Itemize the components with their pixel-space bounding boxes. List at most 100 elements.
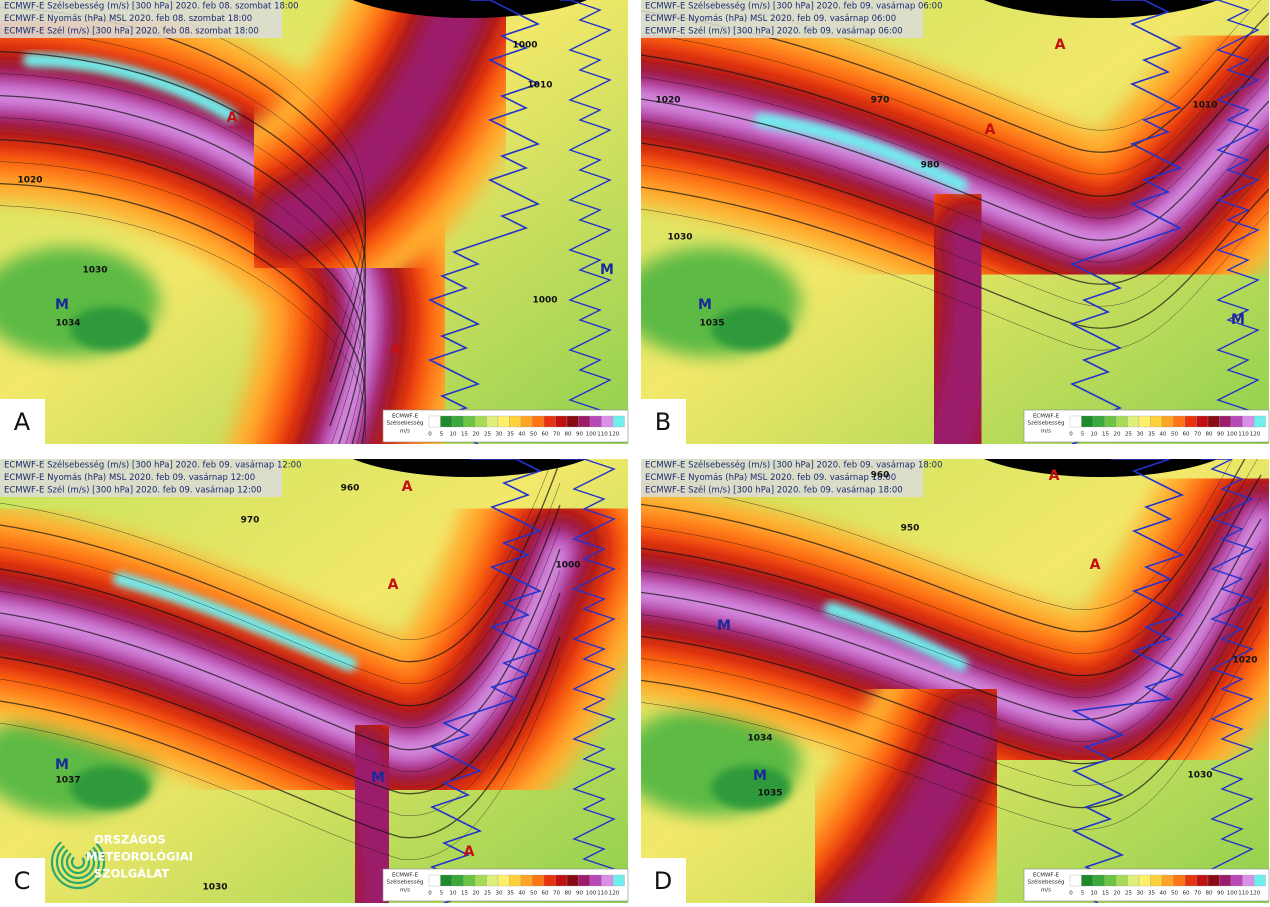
legend-tick: 0: [1069, 891, 1073, 897]
map-panel: ECMWF-E Szélsebesség (m/s) [300 hPa] 202…: [0, 0, 629, 444]
legend-swatch: [1138, 415, 1151, 428]
legend-swatch: [497, 874, 510, 887]
legend-swatch: [1196, 874, 1209, 887]
legend-tick: 110: [597, 432, 608, 438]
map-label: 1030: [667, 233, 692, 243]
isobar: [641, 142, 1269, 285]
polar-region: [352, 459, 588, 477]
map-label: 1000: [512, 41, 537, 51]
map-label: 1037: [55, 776, 80, 786]
legend-tick: 5: [1081, 891, 1085, 897]
legend-tick: 25: [1125, 891, 1132, 897]
isobar: [641, 120, 1269, 263]
map-label: A: [388, 577, 399, 593]
legend-tick: 15: [461, 432, 468, 438]
legend-tick: 110: [1238, 432, 1249, 438]
legend-swatch: [1242, 415, 1255, 428]
legend-swatch: [543, 415, 556, 428]
isobar: [641, 562, 1262, 765]
isobar: [0, 548, 561, 751]
map-label: 1010: [527, 81, 552, 91]
legend-title: ECMWF-E: [1033, 414, 1060, 420]
map-label: M: [717, 618, 731, 634]
header-line: ECMWF-E Szélsebesség (m/s) [300 hPa] 202…: [4, 460, 301, 471]
map-label: M: [600, 262, 614, 278]
legend-tick: 35: [507, 891, 514, 897]
legend-tick: 110: [1238, 891, 1249, 897]
map-label: A: [985, 122, 996, 138]
header-line: ECMWF-E Szél (m/s) [300 hPa] 2020. feb 0…: [645, 485, 903, 496]
legend-swatch: [1196, 415, 1209, 428]
legend-swatch: [1127, 874, 1140, 887]
legend-tick: 0: [428, 432, 432, 438]
legend-tick: 10: [450, 432, 457, 438]
map-label: 1035: [699, 319, 724, 329]
panel-letter-box: [641, 399, 686, 444]
logo-text: SZOLGÁLAT: [94, 866, 169, 881]
legend-swatch: [451, 874, 464, 887]
map-panel: ECMWF-E Szélsebesség (m/s) [300 hPa] 202…: [0, 459, 629, 903]
legend-swatch: [532, 415, 545, 428]
jet-core: [824, 602, 968, 671]
legend-tick: 10: [1091, 891, 1098, 897]
legend-tick: 10: [1091, 432, 1098, 438]
isobar: [0, 504, 561, 707]
polar-region: [983, 0, 1219, 18]
isobar: [641, 76, 1269, 219]
legend-tick: 5: [440, 432, 444, 438]
legend-swatch: [1253, 874, 1266, 887]
isobar: [0, 117, 366, 444]
high-pressure-core: [711, 765, 791, 810]
legend-title: Szélsebesség: [1027, 420, 1064, 427]
map-label: A: [227, 110, 238, 126]
legend-swatch: [1150, 415, 1163, 428]
legend-swatch: [1138, 874, 1151, 887]
legend-tick: 5: [440, 891, 444, 897]
legend-tick: 50: [530, 891, 537, 897]
isobar: [0, 51, 367, 427]
coastline: [427, 0, 541, 444]
map-label: 1030: [202, 883, 227, 893]
legend-tick: 90: [1217, 891, 1224, 897]
coastline: [1069, 0, 1183, 444]
legend-tick: 90: [1217, 432, 1224, 438]
isobar: [0, 526, 561, 728]
legend-swatch: [566, 415, 579, 428]
legend-swatch: [1207, 415, 1220, 428]
isobar: [641, 496, 1262, 698]
legend-swatch: [612, 415, 625, 428]
legend-swatch: [555, 415, 568, 428]
legend-tick: 60: [542, 432, 549, 438]
header-box: [0, 459, 282, 497]
header-line: ECMWF-E Szélsebesség (m/s) [300 hPa] 202…: [645, 1, 942, 12]
legend-tick: 20: [473, 891, 480, 897]
legend-swatch: [486, 415, 499, 428]
legend-swatch: [1219, 874, 1232, 887]
legend-tick: 5: [1081, 432, 1085, 438]
legend-tick: 30: [496, 432, 503, 438]
map-label: 1000: [532, 296, 557, 306]
panel-letter: D: [654, 867, 672, 895]
legend-swatch: [1184, 874, 1197, 887]
legend-tick: 10: [450, 891, 457, 897]
legend-tick: 100: [1227, 432, 1238, 438]
map-area: [0, 459, 628, 903]
legend-tick: 35: [1148, 432, 1155, 438]
map-label: 1020: [17, 176, 42, 186]
panel-letter: C: [14, 867, 31, 895]
isobar: [641, 474, 1262, 677]
legend-swatch: [474, 874, 487, 887]
map-label: A: [1049, 468, 1060, 484]
map-label: M: [55, 297, 69, 313]
legend-swatch: [1081, 415, 1094, 428]
legend-tick: 80: [1206, 891, 1213, 897]
legend-tick: 70: [553, 432, 560, 438]
polar-region: [352, 0, 588, 18]
isobar: [641, 208, 1269, 351]
legend-swatch: [428, 415, 441, 428]
legend-tick: 20: [1114, 891, 1121, 897]
header-line: ECMWF-E Nyomás (hPa) MSL 2020. feb 09. v…: [645, 14, 896, 24]
legend-tick: 60: [1183, 432, 1190, 438]
map-label: 1020: [655, 96, 680, 106]
legend-title: ECMWF-E: [392, 414, 419, 420]
